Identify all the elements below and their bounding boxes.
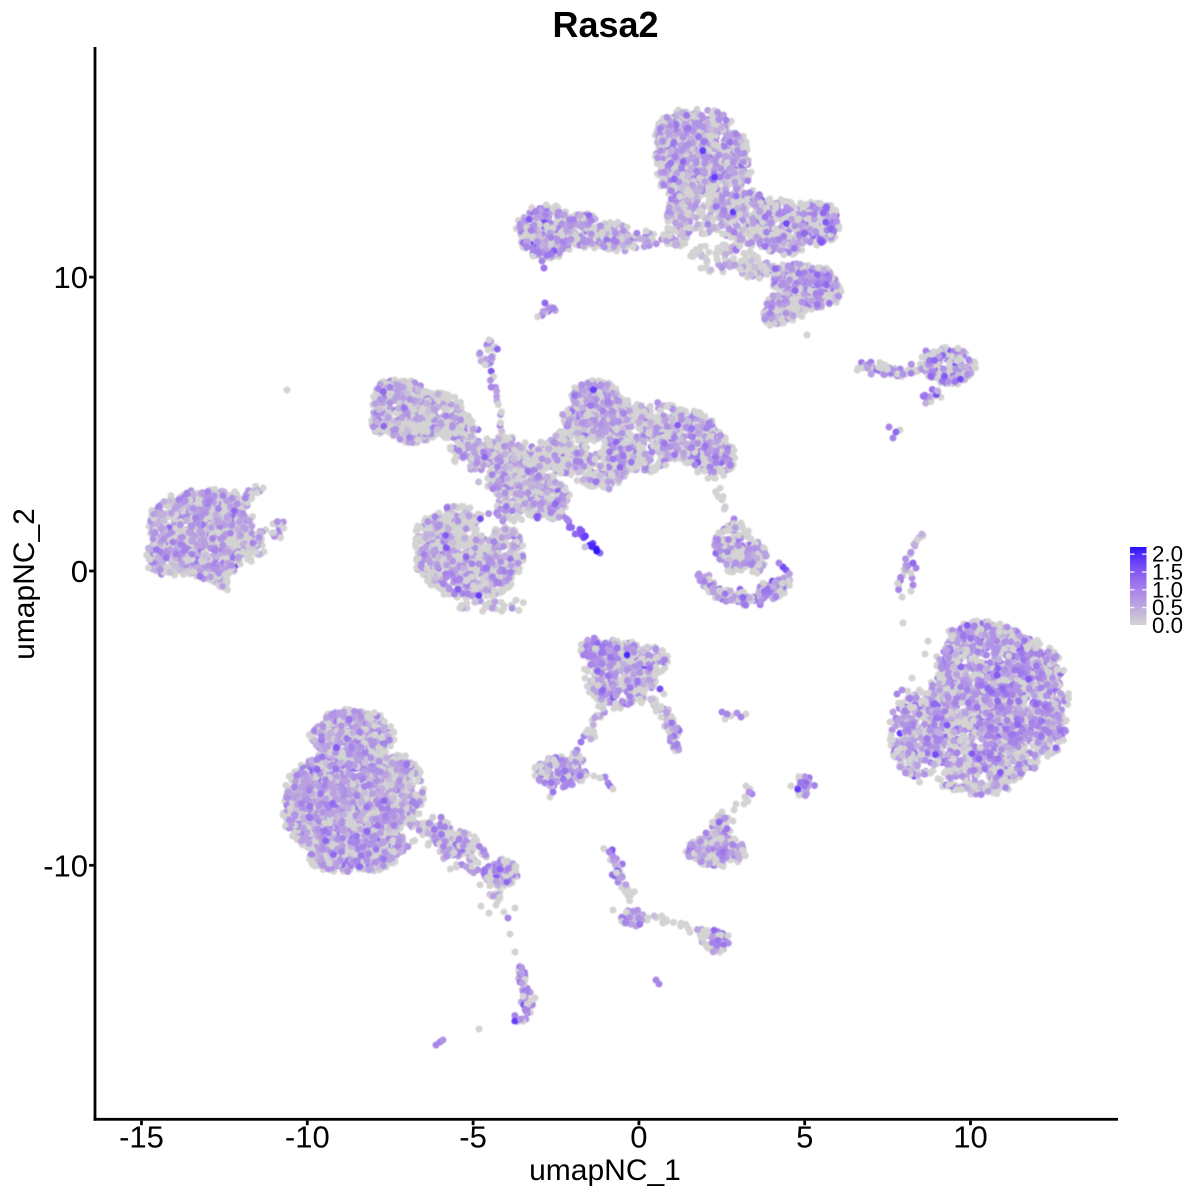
svg-text:0.0: 0.0 xyxy=(1152,613,1183,638)
svg-text:0.5: 0.5 xyxy=(1152,595,1183,620)
svg-text:1.0: 1.0 xyxy=(1152,577,1183,602)
svg-text:10: 10 xyxy=(953,1120,987,1155)
svg-text:5: 5 xyxy=(796,1120,813,1155)
svg-text:-10: -10 xyxy=(285,1120,330,1155)
svg-text:-5: -5 xyxy=(459,1120,487,1155)
svg-text:1.5: 1.5 xyxy=(1152,560,1183,585)
svg-text:10: 10 xyxy=(54,260,88,295)
svg-text:0: 0 xyxy=(630,1120,647,1155)
svg-text:-15: -15 xyxy=(119,1120,164,1155)
svg-text:umapNC_1: umapNC_1 xyxy=(529,1154,681,1187)
svg-text:0: 0 xyxy=(71,554,88,589)
svg-text:umapNC_2: umapNC_2 xyxy=(8,508,41,660)
svg-text:-10: -10 xyxy=(43,848,88,883)
svg-text:Rasa2: Rasa2 xyxy=(552,4,658,45)
svg-text:2.0: 2.0 xyxy=(1152,542,1183,567)
